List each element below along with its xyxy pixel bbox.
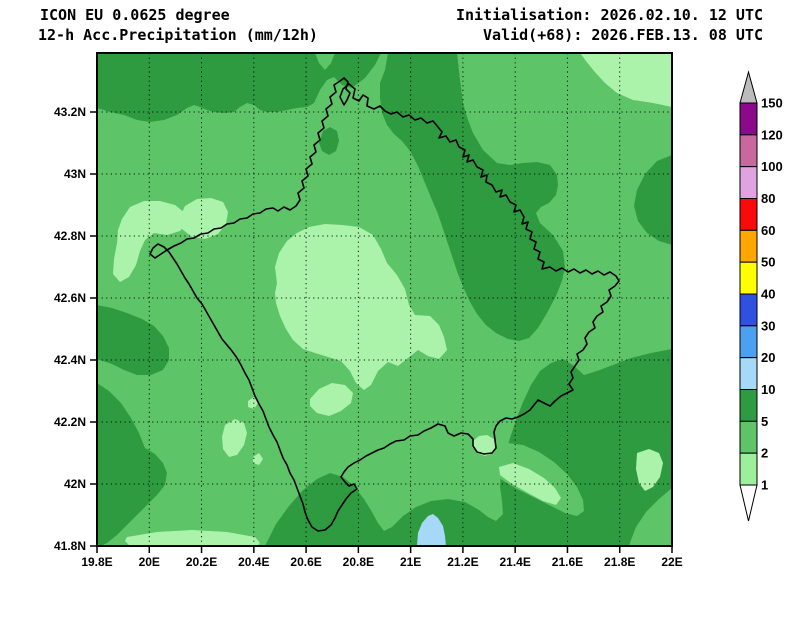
colorbar-value: 20 — [761, 350, 775, 365]
valid-time-label: Valid(+68): 2026.FEB.13. 08 UTC — [483, 26, 763, 44]
precip-region-west-strip — [97, 383, 167, 546]
map-frame — [96, 52, 673, 547]
colorbar-value: 80 — [761, 191, 775, 206]
x-axis-label: 20.2E — [186, 555, 217, 569]
colorbar-segment — [739, 134, 758, 168]
colorbar-segment — [739, 198, 758, 231]
colorbar-segment — [739, 389, 758, 422]
colorbar-value: 5 — [761, 414, 768, 429]
colorbar-value: 10 — [761, 382, 775, 397]
colorbar-segment — [739, 357, 758, 390]
x-axis-label: 21.6E — [552, 555, 583, 569]
axis-labels: 19.8E 20E 20.2E 20.4E 20.6E 20.8E 21E 21.2E 21.4… — [54, 105, 683, 569]
x-axis-label: 21E — [400, 555, 421, 569]
y-axis-label: 42.4N — [54, 353, 86, 367]
colorbar-segment — [739, 102, 758, 136]
kosovo-border-outline — [149, 77, 620, 532]
y-axis-label: 43.2N — [54, 105, 86, 119]
precip-blue-cell — [417, 514, 446, 546]
x-axis-label: 21.4E — [500, 555, 531, 569]
precip-light-central — [275, 224, 447, 390]
x-axis-label: 20.4E — [238, 555, 269, 569]
model-title: ICON EU 0.0625 degree — [40, 6, 230, 24]
precip-light-central-south-oval — [310, 383, 353, 416]
init-time-label: Initialisation: 2026.02.10. 12 UTC — [455, 6, 763, 24]
precip-light-bottom-strip — [125, 530, 260, 546]
precip-light-topright-corner — [580, 53, 672, 107]
product-title: 12-h Acc.Precipitation (mm/12h) — [38, 26, 318, 44]
precip-light-southeast-wisp — [636, 449, 663, 491]
y-axis-label: 42.8N — [54, 229, 86, 243]
latlon-grid — [97, 53, 672, 546]
precip-light-border-notch — [472, 435, 496, 456]
precip-region-north-band — [97, 53, 381, 122]
colorbar-segments — [739, 102, 758, 486]
colorbar: 150 120 100 80 60 50 40 30 20 10 5 2 1 — [739, 70, 783, 522]
colorbar-value: 1 — [761, 478, 768, 493]
axis-ticks — [90, 111, 673, 553]
precip-region-north-blob — [319, 127, 339, 155]
colorbar-segment — [739, 166, 758, 200]
precip-light-west-patch — [222, 419, 247, 457]
colorbar-value: 100 — [761, 159, 783, 174]
colorbar-value: 30 — [761, 318, 775, 333]
colorbar-value: 150 — [761, 96, 783, 111]
colorbar-value: 50 — [761, 255, 775, 270]
precip-light-dot-a — [248, 397, 258, 409]
colorbar-segment — [739, 261, 758, 295]
colorbar-value: 2 — [761, 446, 768, 461]
colorbar-segment — [739, 293, 758, 327]
precip-region-west-blob — [97, 305, 169, 375]
colorbar-value: 120 — [761, 127, 783, 142]
colorbar-segment — [739, 420, 758, 454]
y-axis-label: 42.6N — [54, 291, 86, 305]
colorbar-value: 40 — [761, 287, 775, 302]
x-axis-label: 21.8E — [604, 555, 635, 569]
colorbar-over-arrow — [739, 70, 758, 104]
colorbar-segment — [739, 229, 758, 263]
precip-light-dot-b — [253, 453, 263, 465]
map-plot-area: 19.8E 20E 20.2E 20.4E 20.6E 20.8E 21E 21.2E 21.4… — [54, 52, 683, 569]
colorbar-segment — [739, 325, 758, 359]
x-axis-label: 20E — [139, 555, 160, 569]
colorbar-under-arrow — [739, 484, 758, 522]
colorbar-tick-labels: 150 120 100 80 60 50 40 30 20 10 5 2 1 — [761, 96, 783, 493]
precip-region-east-edge-blob — [634, 155, 672, 245]
x-axis-label: 19.8E — [81, 555, 112, 569]
precip-light-northwest-1 — [113, 201, 187, 282]
y-axis-label: 42N — [64, 477, 86, 491]
colorbar-value: 60 — [761, 223, 775, 238]
y-axis-label: 42.2N — [54, 415, 86, 429]
y-axis-label: 41.8N — [54, 539, 86, 553]
x-axis-label: 22E — [661, 555, 682, 569]
precip-region-northeast-band — [380, 53, 565, 341]
x-axis-label: 21.2E — [447, 555, 478, 569]
y-axis-label: 43N — [64, 167, 86, 181]
x-axis-label: 20.8E — [343, 555, 374, 569]
colorbar-segment — [739, 452, 758, 486]
x-axis-label: 20.6E — [290, 555, 321, 569]
